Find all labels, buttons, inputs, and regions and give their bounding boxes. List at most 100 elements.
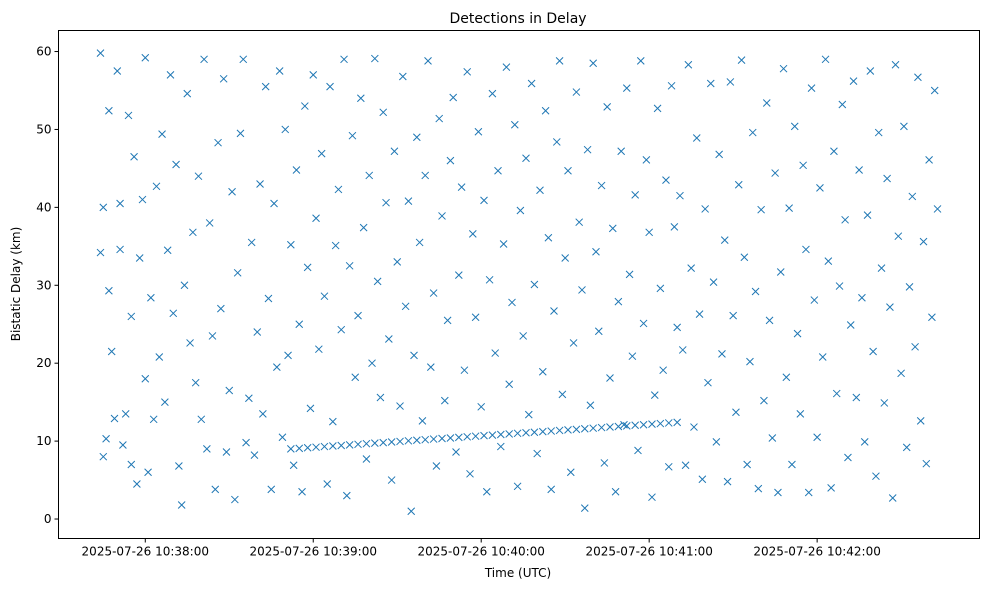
data-point-clutter <box>345 261 354 270</box>
data-point-clutter <box>743 460 752 469</box>
data-point-track <box>480 431 488 440</box>
data-point-track <box>337 441 346 450</box>
data-point-clutter <box>239 55 248 64</box>
data-point-clutter <box>586 401 595 410</box>
data-point-clutter <box>432 462 441 470</box>
data-point-clutter <box>547 485 556 494</box>
data-point-clutter <box>496 442 505 451</box>
data-point-clutter <box>270 199 278 208</box>
data-point-clutter <box>874 128 883 137</box>
data-point-clutter <box>236 129 245 138</box>
data-point-clutter <box>737 56 746 64</box>
data-point-clutter <box>513 482 522 491</box>
data-point-clutter <box>429 289 438 297</box>
data-point-clutter <box>340 55 348 64</box>
data-point-clutter <box>300 102 309 110</box>
x-tick-label: 2025-07-26 10:42:00 <box>753 545 880 559</box>
data-point-clutter <box>144 468 152 477</box>
data-point-clutter <box>645 228 654 237</box>
data-point-clutter <box>718 349 726 358</box>
data-point-clutter <box>124 111 133 120</box>
data-point-clutter <box>404 197 413 205</box>
data-point-clutter <box>606 374 614 382</box>
data-point-clutter <box>247 238 256 247</box>
data-point-clutter <box>673 323 682 332</box>
data-point-clutter <box>200 55 208 64</box>
data-point-track <box>454 433 463 442</box>
data-point-clutter <box>163 246 172 255</box>
data-point-clutter <box>158 130 166 138</box>
data-point-clutter <box>698 475 707 484</box>
data-point-clutter <box>278 433 287 442</box>
data-point-clutter <box>603 103 612 111</box>
data-point-clutter <box>620 420 628 429</box>
data-point-clutter <box>421 171 430 180</box>
data-point-track <box>362 439 371 448</box>
data-point-clutter <box>527 79 536 88</box>
data-point-clutter <box>107 347 116 356</box>
data-point-clutter <box>435 114 444 123</box>
data-point-clutter <box>460 366 469 375</box>
data-point-clutter <box>443 316 452 325</box>
data-point-clutter <box>841 215 849 224</box>
data-point-track <box>488 431 497 439</box>
data-point-clutter <box>538 367 547 376</box>
data-point-clutter <box>631 191 640 199</box>
data-point-clutter <box>474 127 483 136</box>
data-point-clutter <box>454 271 463 280</box>
data-point-clutter <box>219 74 228 83</box>
data-point-track <box>404 436 413 445</box>
data-point-clutter <box>161 398 169 407</box>
data-point-clutter <box>130 152 138 161</box>
data-point-clutter <box>401 302 410 311</box>
data-point-clutter <box>650 391 659 399</box>
data-point-clutter <box>225 386 234 395</box>
data-point-clutter <box>508 298 516 307</box>
data-point-clutter <box>684 60 693 69</box>
data-point-clutter <box>314 345 323 354</box>
data-point-clutter <box>827 484 835 492</box>
y-axis-label: Bistatic Delay (km) <box>9 227 23 342</box>
data-point-clutter <box>295 320 304 329</box>
data-point-clutter <box>734 180 743 189</box>
data-point-track <box>429 435 438 443</box>
data-point-clutter <box>869 347 877 356</box>
data-point-clutter <box>189 228 197 237</box>
data-point-clutter <box>105 286 113 295</box>
data-point-clutter <box>701 205 710 213</box>
data-point-clutter <box>398 72 407 81</box>
y-tick-label: 0 <box>44 512 52 526</box>
data-point-clutter <box>925 155 933 164</box>
data-point-clutter <box>600 459 609 467</box>
data-point-clutter <box>704 378 712 387</box>
y-tick-label: 20 <box>36 356 51 370</box>
data-point-track <box>438 434 446 443</box>
x-tick-label: 2025-07-26 10:38:00 <box>82 545 209 559</box>
data-point-clutter <box>415 238 424 247</box>
data-point-track <box>580 424 589 433</box>
data-point-clutter <box>102 434 110 443</box>
data-point-clutter <box>858 293 866 302</box>
data-point-clutter <box>370 54 379 63</box>
data-point-clutter <box>231 495 239 504</box>
y-tick-label: 30 <box>36 278 51 292</box>
data-point-clutter <box>147 293 155 302</box>
data-point-track <box>673 418 682 427</box>
data-point-track <box>622 421 631 430</box>
data-point-clutter <box>457 183 466 191</box>
data-point-clutter <box>897 369 905 378</box>
data-point-clutter <box>99 452 108 461</box>
data-point-clutter <box>544 233 553 242</box>
data-point-clutter <box>463 67 472 76</box>
data-point-clutter <box>133 480 141 488</box>
y-axis: 0 10 20 30 40 50 60 <box>36 45 59 526</box>
data-point-clutter <box>359 223 368 232</box>
data-point-clutter <box>589 59 598 68</box>
data-point-clutter <box>152 182 161 191</box>
data-point-clutter <box>477 402 486 411</box>
data-point-clutter <box>317 149 326 158</box>
data-point-clutter <box>519 332 528 340</box>
data-point-clutter <box>141 53 150 62</box>
data-point-clutter <box>611 487 620 496</box>
data-point-clutter <box>524 410 533 419</box>
